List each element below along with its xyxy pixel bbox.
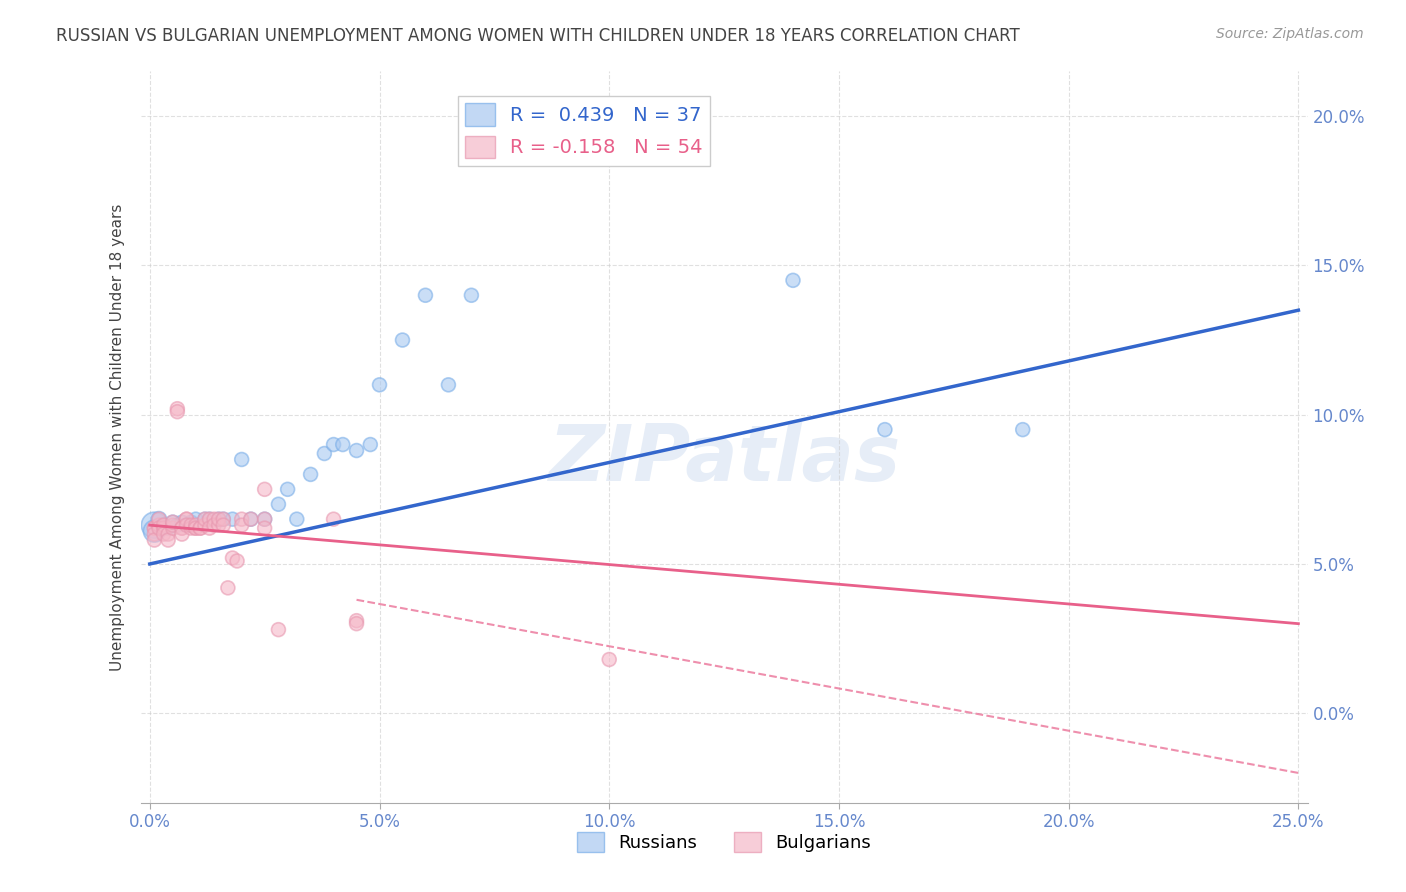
Point [253,512,276,526]
Point [152,521,174,535]
Point [217,581,239,595]
Point [152,518,174,533]
Point [253,483,276,497]
Point [143,533,166,547]
Point [152,527,174,541]
Point [322,512,344,526]
Point [148,512,170,526]
Point [170,521,193,535]
Point [267,623,290,637]
Point [184,521,207,535]
Point [184,521,207,535]
Point [162,518,184,533]
Point [188,521,211,535]
Point [221,512,243,526]
Point [166,405,188,419]
Text: RUSSIAN VS BULGARIAN UNEMPLOYMENT AMONG WOMEN WITH CHILDREN UNDER 18 YEARS CORRE: RUSSIAN VS BULGARIAN UNEMPLOYMENT AMONG … [56,27,1019,45]
Point [157,533,180,547]
Point [143,521,166,535]
Point [239,512,262,526]
Point [176,512,198,526]
Point [143,518,166,533]
Text: ZIPatlas: ZIPatlas [548,421,900,497]
Point [873,423,896,437]
Point [198,512,221,526]
Point [221,551,243,566]
Point [157,527,180,541]
Point [212,512,235,526]
Point [285,512,308,526]
Point [176,518,198,533]
Point [346,616,368,631]
Point [184,518,207,533]
Point [208,518,231,533]
Point [152,518,174,533]
Point [253,512,276,526]
Point [162,515,184,529]
Point [188,521,211,535]
Point [194,512,217,526]
Point [437,377,460,392]
Point [226,554,249,568]
Point [208,512,231,526]
Point [157,521,180,535]
Point [332,437,354,451]
Point [143,527,166,541]
Point [391,333,413,347]
Point [212,512,235,526]
Point [180,515,202,529]
Point [148,518,170,533]
Point [644,139,666,153]
Point [166,518,188,533]
Point [231,452,253,467]
Point [170,515,193,529]
Point [299,467,322,482]
Point [267,497,290,511]
Text: Source: ZipAtlas.com: Source: ZipAtlas.com [1216,27,1364,41]
Point [253,521,276,535]
Point [202,512,225,526]
Point [277,483,299,497]
Point [208,512,231,526]
Point [148,521,170,535]
Point [231,512,253,526]
Point [194,518,217,533]
Point [162,515,184,529]
Legend: Russians, Bulgarians: Russians, Bulgarians [569,824,879,860]
Point [184,512,207,526]
Point [231,518,253,533]
Point [346,614,368,628]
Point [143,521,166,535]
Point [180,521,202,535]
Point [460,288,482,302]
Point [198,521,221,535]
Point [346,443,368,458]
Point [415,288,437,302]
Point [176,518,198,533]
Point [1011,423,1033,437]
Point [359,437,381,451]
Point [368,377,391,392]
Point [162,521,184,535]
Point [143,524,166,538]
Point [314,446,336,460]
Point [176,512,198,526]
Point [194,512,217,526]
Point [198,512,221,526]
Point [239,512,262,526]
Point [170,521,193,535]
Point [322,437,344,451]
Point [598,652,620,666]
Point [170,527,193,541]
Y-axis label: Unemployment Among Women with Children Under 18 years: Unemployment Among Women with Children U… [110,203,125,671]
Point [212,518,235,533]
Point [166,401,188,416]
Point [782,273,804,287]
Point [202,518,225,533]
Point [180,518,202,533]
Point [148,512,170,526]
